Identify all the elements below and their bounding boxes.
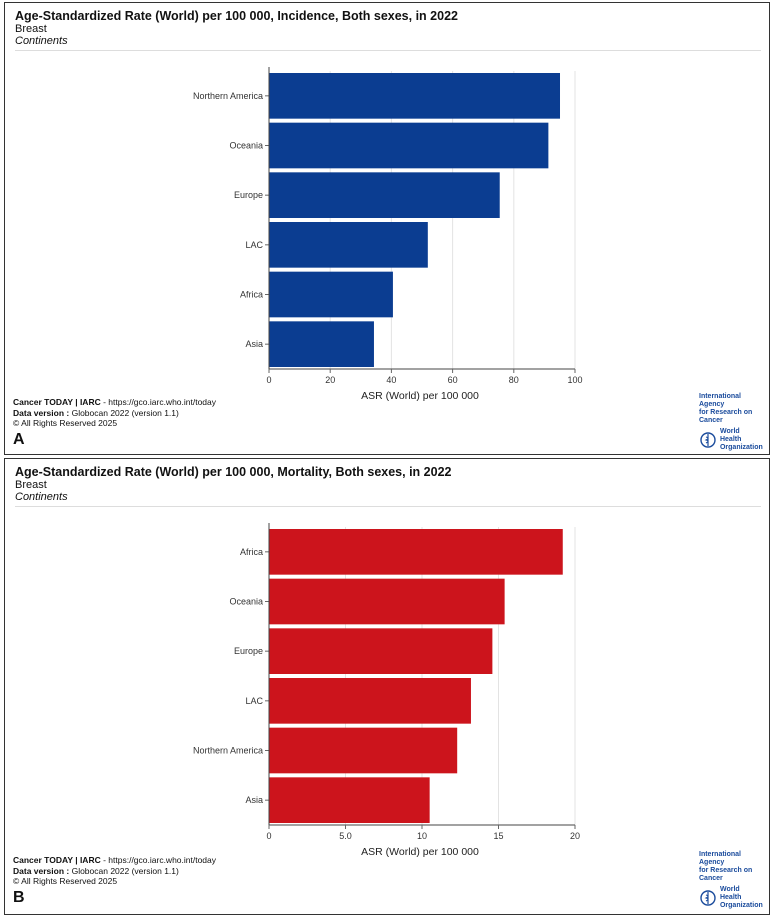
data-version-value: Globocan 2022 (version 1.1)	[69, 407, 179, 418]
source-footer: Cancer TODAY | IARC - https://gco.iarc.w…	[13, 855, 216, 887]
who-logo-line1: World Health	[719, 428, 742, 443]
source-name: Cancer TODAY | IARC	[13, 397, 101, 407]
category-label: Oceania	[229, 141, 263, 151]
category-label: Europe	[234, 646, 263, 656]
who-logo: World Health Organization	[699, 886, 763, 910]
header-divider	[15, 506, 761, 507]
bar	[269, 271, 393, 318]
category-label: Asia	[245, 339, 263, 349]
who-emblem-icon	[700, 890, 716, 906]
x-tick-label: 100	[567, 375, 582, 385]
x-tick-label: 40	[386, 375, 396, 385]
header-divider	[15, 50, 761, 51]
bar	[269, 777, 430, 823]
x-tick-label: 15	[493, 831, 503, 841]
data-version-value: Globocan 2022 (version 1.1)	[69, 865, 179, 876]
category-label: Northern America	[193, 91, 263, 101]
iarc-logo-line1: International Agency	[699, 851, 742, 866]
chart-title: Age-Standardized Rate (World) per 100 00…	[15, 465, 452, 479]
mortality-panel: Age-Standardized Rate (World) per 100 00…	[4, 458, 770, 915]
source-url: - https://gco.iarc.who.int/today	[100, 397, 217, 407]
bar	[269, 578, 505, 625]
who-logo-line1: World Health	[719, 886, 742, 901]
x-tick-label: 5.0	[339, 831, 352, 841]
iarc-logo-line2: for Research on Cancer	[699, 409, 753, 424]
copyright: © All Rights Reserved 2025	[13, 418, 118, 428]
bar	[269, 321, 374, 367]
panel-letter: A	[13, 431, 25, 448]
x-tick-label: 0	[266, 831, 271, 841]
x-axis-label: ASR (World) per 100 000	[361, 390, 479, 402]
logo-block: International Agency for Research on Can…	[699, 851, 763, 910]
iarc-logo-line1: International Agency	[699, 393, 742, 408]
x-axis-label: ASR (World) per 100 000	[361, 846, 479, 858]
bar	[269, 529, 563, 575]
category-label: Oceania	[229, 597, 263, 607]
incidence-panel: Age-Standardized Rate (World) per 100 00…	[4, 2, 770, 455]
who-logo-line2: Organization	[719, 444, 763, 451]
bar	[269, 122, 549, 169]
chart-subtitle: Breast	[15, 23, 47, 35]
category-label: Northern America	[193, 746, 263, 756]
category-label: Asia	[245, 795, 263, 805]
category-label: Europe	[234, 190, 263, 200]
x-tick-label: 20	[325, 375, 335, 385]
chart-grouping: Continents	[15, 35, 68, 47]
bar	[269, 222, 428, 268]
who-emblem-icon	[700, 432, 716, 448]
source-url: - https://gco.iarc.who.int/today	[100, 855, 217, 865]
iarc-logo: International Agency for Research on Can…	[699, 393, 763, 425]
copyright: © All Rights Reserved 2025	[13, 876, 118, 886]
category-label: LAC	[245, 696, 263, 706]
chart-title: Age-Standardized Rate (World) per 100 00…	[15, 9, 458, 23]
bar	[269, 678, 471, 724]
chart-grouping: Continents	[15, 491, 68, 503]
source-footer: Cancer TODAY | IARC - https://gco.iarc.w…	[13, 397, 216, 429]
source-name: Cancer TODAY | IARC	[13, 855, 101, 865]
category-label: LAC	[245, 240, 263, 250]
incidence-bar-chart: Northern America Oceania Europe LAC Africa As…	[193, 67, 583, 402]
bar	[269, 727, 458, 774]
panel-letter: B	[13, 889, 25, 906]
bar	[269, 172, 500, 218]
who-logo-line2: Organization	[719, 902, 763, 909]
bar	[269, 73, 561, 119]
category-label: Africa	[240, 290, 263, 300]
x-tick-label: 80	[509, 375, 519, 385]
bar	[269, 628, 493, 674]
iarc-logo: International Agency for Research on Can…	[699, 851, 763, 883]
iarc-logo-line2: for Research on Cancer	[699, 867, 753, 882]
x-tick-label: 10	[417, 831, 427, 841]
mortality-bar-chart: Africa Oceania Europe LAC Northern America As…	[193, 523, 580, 858]
data-version-label: Data version :	[13, 407, 70, 418]
x-tick-label: 60	[448, 375, 458, 385]
x-tick-label: 0	[266, 375, 271, 385]
data-version-label: Data version :	[13, 865, 70, 876]
logo-block: International Agency for Research on Can…	[699, 393, 763, 452]
chart-subtitle: Breast	[15, 479, 47, 491]
category-label: Africa	[240, 547, 263, 557]
who-logo: World Health Organization	[699, 428, 763, 452]
x-tick-label: 20	[570, 831, 580, 841]
